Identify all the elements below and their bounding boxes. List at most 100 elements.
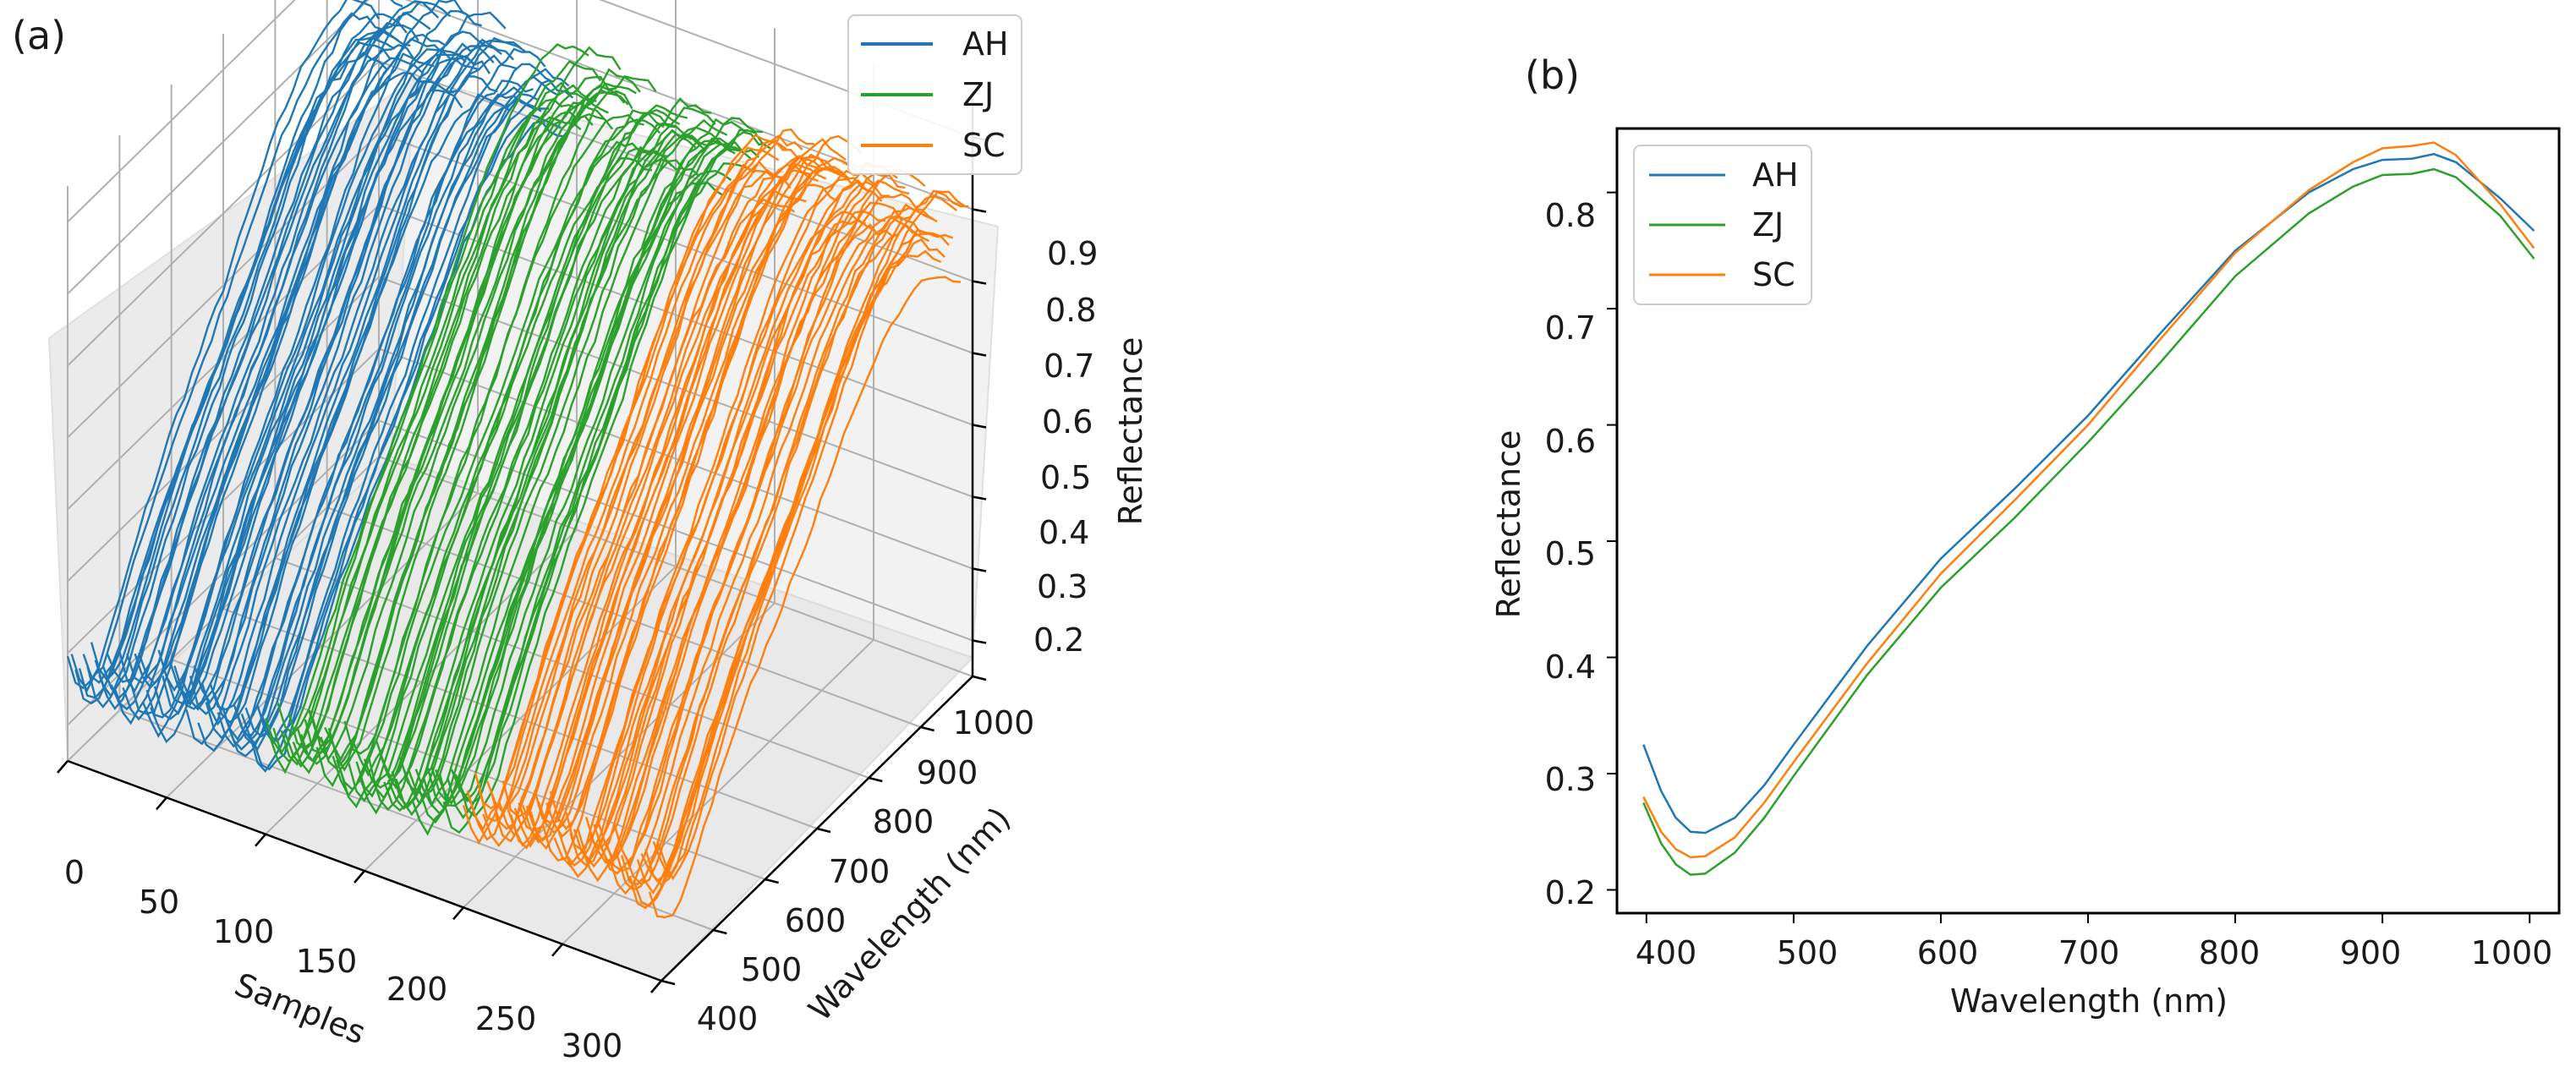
x-tick-label: 800 (2199, 934, 2261, 971)
y-tick-label: 0.6 (1545, 423, 1596, 460)
x-tick-label: 50 (139, 884, 179, 921)
y-tick-label: 0.4 (1545, 648, 1596, 686)
tick-mark (650, 980, 662, 993)
spectrum-line-sc (596, 179, 910, 862)
tick-mark (869, 776, 883, 783)
spectrum-line-sc (584, 161, 898, 849)
spectrum-line-ah (153, 53, 467, 720)
spectrum-line-sc (561, 218, 874, 878)
chart-b: (b) 400 500 600 700 800 900 1000 Wavelen… (1490, 52, 2561, 1020)
spectrum-line-ah (106, 22, 419, 683)
spectrum-line-ah (134, 33, 447, 689)
spectrum-line-zj (288, 60, 602, 752)
spectrum-line-sc (510, 155, 823, 850)
z-tick-label: 0.5 (1040, 459, 1091, 496)
z-axis-label: Reflectance (1112, 337, 1149, 526)
x-tick-label: 150 (296, 943, 358, 980)
spectrum-line-ah (228, 97, 542, 758)
spectrum-line-zj (386, 159, 700, 810)
tick-mark (452, 906, 464, 921)
panel-label-b: (b) (1525, 52, 1580, 98)
spectrum-line-zj (379, 123, 693, 790)
spectrum-line-ah (86, 29, 400, 709)
spectrum-line-zj (268, 116, 582, 774)
tick-mark (713, 928, 727, 935)
tick-mark (57, 760, 69, 774)
spectra-lines (66, 0, 969, 919)
tick-mark (920, 725, 934, 732)
spectrum-line-ah (122, 52, 435, 721)
z-tick-label: 0.7 (1044, 347, 1094, 385)
spectrum-line-ah (221, 79, 534, 741)
y-tick-label: 500 (741, 951, 803, 988)
spectrum-line-ah (260, 79, 574, 743)
tick-mark (972, 495, 987, 501)
chart-a: (a) 0 50 100 150 200 250 300 Samples 400… (12, 0, 1149, 1064)
y-tick-label: 0.2 (1545, 874, 1596, 911)
spectrum-line-zj (403, 107, 716, 806)
spectrum-line-ah (173, 30, 487, 707)
y-tick-label: 1000 (953, 704, 1035, 741)
spectrum-line-sc (506, 169, 819, 847)
tick-marks (57, 136, 987, 993)
tick-mark (354, 870, 365, 884)
z-tick-label: 0.4 (1039, 514, 1089, 551)
tick-mark (972, 280, 987, 285)
x-tick-label: 100 (213, 913, 275, 950)
x-axis-label: Wavelength (nm) (1950, 982, 2228, 1020)
spectrum-line-sc (485, 139, 800, 814)
x-tick-label: 250 (475, 1000, 537, 1037)
y-tick-label: 0.8 (1545, 197, 1596, 234)
spectrum-line-sc (569, 178, 883, 867)
legend-label-zj: ZJ (962, 76, 994, 113)
y-tick-label: 400 (697, 1000, 759, 1037)
spectrum-line-zj (391, 129, 704, 809)
y-tick-label: 700 (829, 853, 891, 890)
spectrum-line-sc (624, 203, 938, 886)
spectrum-line-ah (126, 0, 440, 685)
spectrum-line-sc (648, 276, 962, 919)
spectrum-line-sc (557, 177, 870, 867)
tick-mark (972, 424, 987, 429)
spectrum-line-zj (450, 117, 764, 803)
x-tick-label: 400 (1636, 934, 1697, 971)
y-tick-label: 0.5 (1545, 535, 1596, 572)
spectrum-line-zj (327, 68, 641, 772)
spectrum-line-ah (185, 75, 498, 746)
tick-mark (816, 827, 831, 834)
x-tick-label: 0 (64, 854, 85, 891)
spectrum-line-ah (90, 0, 403, 682)
spectrum-line-ah (169, 9, 483, 697)
spectrum-line-zj (351, 109, 665, 777)
series-line-sc (1642, 141, 2535, 859)
spectrum-line-sc (652, 189, 966, 879)
spectrum-line-zj (320, 89, 633, 770)
legend-label-sc: SC (962, 127, 1006, 164)
spectrum-line-sc (573, 210, 886, 862)
spectrum-line-ah (205, 54, 518, 740)
spectrum-line-ah (145, 48, 458, 719)
spectrum-line-zj (367, 108, 681, 800)
x-tick-label: 500 (1777, 934, 1839, 971)
spectrum-line-zj (324, 82, 637, 762)
spectrum-line-sc (609, 214, 923, 895)
tick-mark (156, 796, 167, 811)
grid-line (118, 709, 714, 931)
y-tick-label: 800 (873, 803, 934, 840)
x-tick-label: 600 (1917, 934, 1979, 971)
spectrum-line-zj (398, 97, 712, 795)
spectrum-line-sc (621, 206, 934, 886)
grid-line (378, 347, 973, 570)
legend-label-zj: ZJ (1752, 206, 1784, 243)
x-tick-label: 900 (2340, 934, 2402, 971)
spectrum-line-ah (157, 0, 471, 692)
spectrum-line-ah (189, 44, 502, 715)
z-tick-label: 0.2 (1033, 621, 1084, 659)
series-line-zj (1642, 167, 2535, 876)
spectrum-line-zj (371, 157, 684, 812)
grid-line (67, 0, 296, 223)
spectrum-line-zj (438, 143, 752, 807)
spectrum-line-sc (534, 138, 847, 824)
spectrum-line-zj (343, 74, 657, 755)
spectrum-line-ah (138, 1, 451, 686)
